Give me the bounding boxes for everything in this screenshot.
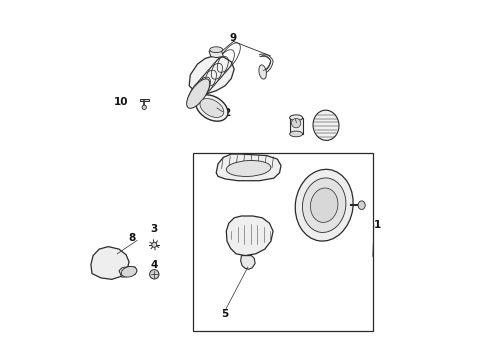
- Circle shape: [142, 105, 147, 109]
- Polygon shape: [290, 118, 303, 134]
- Text: 3: 3: [150, 224, 158, 234]
- Ellipse shape: [358, 201, 365, 210]
- Text: 6: 6: [291, 116, 298, 126]
- Polygon shape: [216, 154, 281, 181]
- Text: 8: 8: [128, 233, 135, 243]
- Ellipse shape: [196, 95, 228, 121]
- Ellipse shape: [200, 99, 224, 117]
- Text: 2: 2: [222, 108, 230, 118]
- Ellipse shape: [122, 266, 137, 277]
- Text: 4: 4: [150, 260, 158, 270]
- Circle shape: [152, 242, 157, 247]
- Polygon shape: [209, 50, 223, 58]
- Ellipse shape: [187, 79, 210, 108]
- Ellipse shape: [313, 110, 339, 140]
- Polygon shape: [241, 256, 255, 269]
- Polygon shape: [91, 247, 129, 279]
- Ellipse shape: [295, 169, 353, 241]
- Polygon shape: [226, 216, 273, 256]
- Ellipse shape: [311, 188, 338, 222]
- Ellipse shape: [290, 115, 303, 121]
- Polygon shape: [189, 56, 234, 94]
- Text: 5: 5: [221, 309, 229, 319]
- Ellipse shape: [259, 65, 267, 79]
- Text: 1: 1: [374, 220, 381, 230]
- Ellipse shape: [290, 131, 303, 137]
- Polygon shape: [119, 266, 137, 277]
- Text: 10: 10: [114, 96, 128, 107]
- Ellipse shape: [210, 47, 222, 53]
- Text: 7: 7: [327, 118, 334, 128]
- Text: 9: 9: [230, 33, 237, 43]
- Circle shape: [149, 270, 159, 279]
- Ellipse shape: [302, 178, 346, 233]
- Polygon shape: [140, 99, 148, 101]
- Bar: [193, 153, 373, 331]
- Ellipse shape: [226, 161, 271, 176]
- Ellipse shape: [292, 118, 301, 128]
